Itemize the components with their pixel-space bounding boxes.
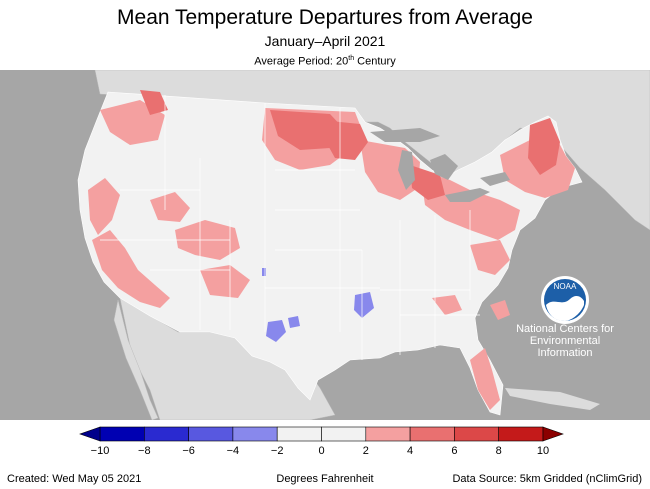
noaa-logo-text: NOAA: [554, 282, 577, 291]
colorbar-tick-label: 8: [496, 445, 502, 457]
map-subtitle: January–April 2021: [264, 33, 386, 49]
colorbar: −10 −8 −6 −4 −2 0 2 4 6 8 10: [79, 426, 564, 457]
colorbar-tick-label: 4: [407, 445, 413, 457]
colorbar-tick-label: 2: [363, 445, 369, 457]
colorbar-tick-label: 6: [451, 445, 457, 457]
colorbar-tick-label: −2: [271, 445, 284, 457]
colorbar-tick-label: −6: [182, 445, 195, 457]
colorbar-swatch: [144, 426, 189, 442]
colorbar-tick-label: −8: [138, 445, 151, 457]
colorbar-tick-label: 0: [318, 445, 324, 457]
state-borders: [100, 95, 480, 360]
colorbar-swatch: [99, 426, 145, 442]
colorbar-swatch: [321, 426, 367, 442]
average-period-label: Average Period: 20th Century: [254, 55, 396, 68]
warm-anomaly-4to6: [140, 90, 560, 200]
colorbar-tick-label: 10: [537, 445, 549, 457]
colorbar-unit-label: Degrees Fahrenheit: [276, 473, 374, 485]
colorbar-tick-label: −4: [227, 445, 240, 457]
colorbar-min-arrow: [79, 426, 101, 442]
cuba-landmass: [505, 388, 600, 410]
colorbar-swatch: [276, 426, 322, 442]
ncei-label: National Centers for Environmental Infor…: [516, 323, 614, 359]
data-source: Data Source: 5km Gridded (nClimGrid): [452, 473, 642, 485]
noaa-logo: NOAA: [541, 276, 589, 324]
colorbar-tick-label: −10: [91, 445, 110, 457]
colorbar-swatch: [232, 426, 278, 442]
colorbar-swatch: [365, 426, 411, 442]
colorbar-swatch: [188, 426, 234, 442]
colorbar-swatch: [409, 426, 455, 442]
colorbar-max-arrow: [542, 426, 564, 442]
baja-landmass: [113, 299, 159, 420]
colorbar-swatch: [498, 426, 544, 442]
map-title: Mean Temperature Departures from Average: [117, 6, 533, 29]
great-lakes: [370, 128, 510, 202]
created-date: Created: Wed May 05 2021: [7, 473, 142, 485]
colorbar-swatch: [454, 426, 499, 442]
cool-anomaly: [262, 268, 374, 342]
temperature-departure-map: [0, 70, 650, 420]
